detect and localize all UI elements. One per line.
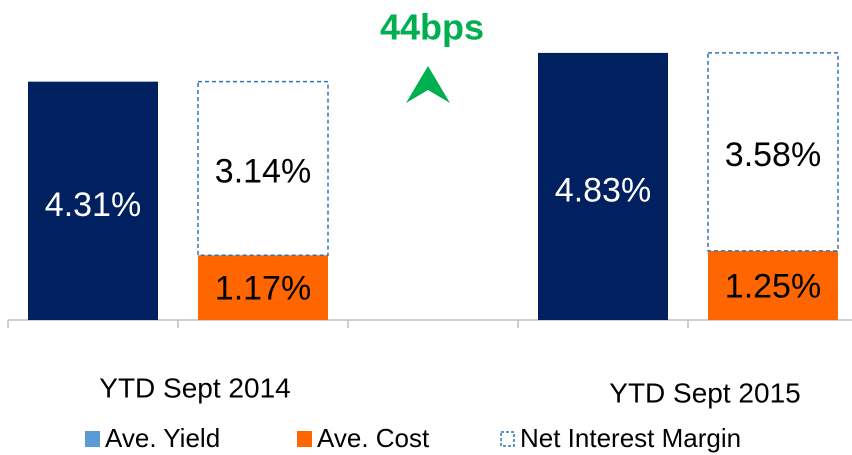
legend-label: Ave. Cost <box>317 423 430 453</box>
annotation: 44bps <box>380 7 484 48</box>
value-label: 4.31% <box>45 186 141 224</box>
bar <box>707 52 839 252</box>
value-label: 3.14% <box>215 152 311 190</box>
value-label: 1.17% <box>215 270 311 308</box>
bar <box>197 80 329 257</box>
bar <box>538 52 668 320</box>
value-label: 1.25% <box>725 267 821 305</box>
arrow <box>406 66 450 103</box>
value-label: 3.58% <box>725 136 821 174</box>
x-tick-label: YTD Sept 2015 <box>609 377 800 408</box>
legend-marker <box>297 431 312 447</box>
x-axis <box>7 319 852 328</box>
x-tick-label: YTD Sept 2014 <box>99 372 290 403</box>
legend-marker <box>500 431 515 447</box>
value-label: 4.83% <box>555 171 651 209</box>
bar <box>198 255 328 320</box>
legend-label: Ave. Yield <box>105 423 220 453</box>
legend-marker <box>85 431 100 447</box>
bar <box>708 250 838 320</box>
bar <box>28 81 158 320</box>
legend-label: Net Interest Margin <box>520 423 741 453</box>
